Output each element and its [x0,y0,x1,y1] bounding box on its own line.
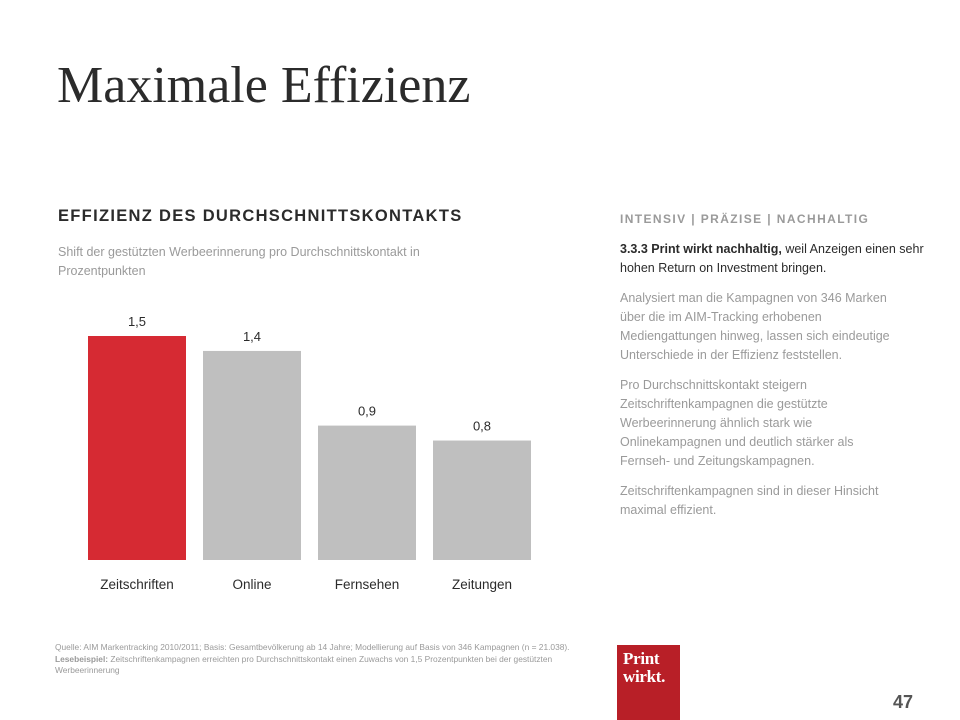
value-label: 1,5 [128,314,146,329]
value-label: 1,4 [243,329,261,344]
value-label: 0,8 [473,419,491,434]
bar-chart: 1,5 Zeitschriften 1,4 Online 0,9 Fernsehen 0,8… [88,314,531,592]
page-number: 47 [893,692,914,712]
category-label: Fernsehen [335,577,400,592]
source-bold: Lesebeispiel: [55,653,109,664]
source-text: Quelle: AIM Markentracking 2010/2011; Ba… [55,642,570,652]
category-label: Zeitungen [452,577,512,592]
sidebar-kicker: INTENSIV | PRÄZISE | NACHHALTIG [620,212,870,226]
logo-line-1: Print [623,649,660,668]
sidebar-paragraph: Analysiert man die Kampagnen von 346 Mar… [620,291,890,362]
sidebar-text: INTENSIV | PRÄZISE | NACHHALTIG 3.3.3 Pr… [620,212,950,520]
logo-line-2: wirkt. [623,667,666,686]
bar-online [203,350,301,560]
chart-heading: EFFIZIENZ DES DURCHSCHNITTSKONTAKTS [58,207,463,225]
bar-fernsehen [318,425,416,560]
sidebar-lead: 3.3.3 Print wirkt nachhaltig, weil Anzei… [620,240,940,278]
bar-zeitschriften [88,336,186,560]
slide-title: Maximale Effizienz [57,57,471,114]
category-label: Zeitschriften [100,577,174,592]
print-wirkt-logo: Print wirkt. [617,645,680,720]
sidebar-paragraph: Zeitschriftenkampagnen sind in dieser Hi… [620,484,879,517]
bar-zeitungen [433,440,531,560]
value-label: 0,9 [358,404,376,419]
source-note: Quelle: AIM Markentracking 2010/2011; Ba… [55,642,595,677]
chart-subtitle: Shift der gestützten Werbeerinnerung pro… [58,245,420,278]
sidebar-paragraph: Pro Durchschnittskontakt steigern Zeitsc… [620,378,854,468]
source-example: Zeitschriftenkampagnen erreichten pro Du… [55,653,553,676]
sidebar-lead-rest: weil Anzeigen einen sehr hohen Return on… [620,242,924,275]
sidebar-lead-bold: 3.3.3 Print wirkt nachhaltig, [620,242,782,256]
category-label: Online [232,577,271,592]
